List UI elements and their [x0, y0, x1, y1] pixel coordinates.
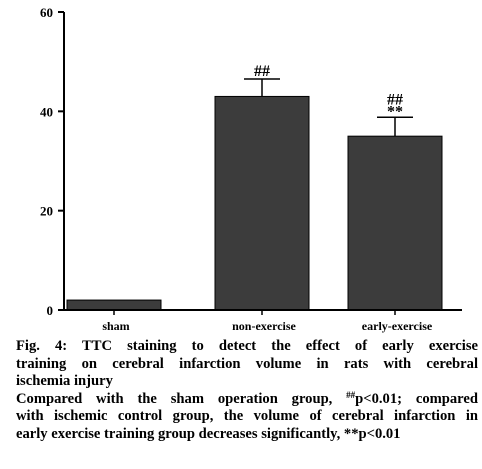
- y-tick-label: 40: [40, 104, 53, 119]
- bar-non-exercise: [214, 95, 310, 311]
- caption-note-pvalue: p<0.01; compared: [355, 390, 478, 407]
- x-tick-label: early-exercise: [362, 319, 433, 333]
- figure-caption: Fig. 4: TTC staining to detect the effec…: [16, 338, 478, 443]
- y-tick-label: 60: [40, 5, 53, 20]
- caption-title-line-2: training on cerebral infarction volume i…: [16, 355, 478, 372]
- caption-note-line-2: with ischemic control group, the volume …: [16, 408, 478, 424]
- caption-note-superscript: ##: [346, 389, 356, 400]
- significance-marker: ##: [387, 91, 403, 108]
- significance-marker: **: [387, 103, 403, 120]
- caption-title-line-1: Fig. 4: TTC staining to detect the effec…: [16, 338, 478, 354]
- bar-sham: [66, 299, 162, 311]
- caption-note-text: Compared with the sham operation group,: [16, 390, 347, 407]
- y-tick-label: 20: [40, 204, 53, 219]
- x-tick-label: non-exercise: [232, 319, 296, 333]
- significance-marker: ##: [254, 63, 270, 80]
- y-tick-label: 0: [47, 303, 54, 318]
- caption-note-line-1: Compared with the sham operation group, …: [16, 389, 478, 409]
- caption-title-line-3: ischemia injury: [16, 373, 113, 389]
- x-tick-label: sham: [102, 319, 129, 333]
- bar-early-exercise: [347, 135, 443, 311]
- caption-note-line-3: early exercise training group decreases …: [16, 425, 401, 442]
